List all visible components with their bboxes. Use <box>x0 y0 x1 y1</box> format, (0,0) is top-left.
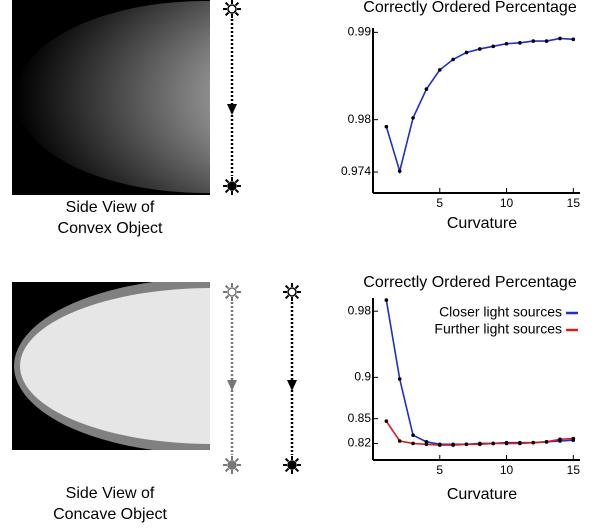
y-tick-label: 0.98 <box>348 303 372 317</box>
x-tick-label: 15 <box>567 196 581 210</box>
y-tick-label: 0.974 <box>341 164 371 178</box>
data-point <box>545 440 549 444</box>
data-point <box>385 419 389 423</box>
data-point <box>491 442 495 446</box>
x-tick-label: 10 <box>500 196 514 210</box>
legend-label: Closer light sources <box>439 304 562 320</box>
data-point <box>411 116 415 120</box>
series-line <box>386 38 573 171</box>
figure: Side View of Convex Object Side View of … <box>0 0 597 529</box>
data-point <box>451 443 455 447</box>
legend-label: Further light sources <box>434 321 562 337</box>
data-point <box>438 68 442 72</box>
data-point <box>491 45 495 49</box>
ray <box>236 459 239 462</box>
x-tick-label: 10 <box>500 463 514 477</box>
caption: Convex Object <box>58 220 163 237</box>
ray <box>236 180 239 183</box>
ray <box>226 459 229 462</box>
data-point <box>398 439 402 443</box>
ray <box>226 180 229 183</box>
data-point <box>518 442 522 446</box>
y-tick-label: 0.85 <box>348 411 372 425</box>
ray <box>236 286 239 289</box>
data-point <box>465 442 469 446</box>
ray <box>296 459 299 462</box>
data-point <box>385 298 389 302</box>
light-sources <box>223 0 301 474</box>
x-axis-label: Curvature <box>447 215 517 232</box>
ray <box>226 296 229 299</box>
data-point <box>558 37 562 41</box>
data-point <box>398 169 402 173</box>
ray <box>226 13 229 16</box>
data-point <box>478 442 482 446</box>
y-tick-label: 0.99 <box>348 25 372 39</box>
y-tick-label: 0.98 <box>348 112 372 126</box>
data-point <box>531 39 535 43</box>
caption: Side View of <box>66 199 155 216</box>
data-point <box>572 38 576 42</box>
x-tick-label: 15 <box>567 463 581 477</box>
source <box>228 288 236 296</box>
source <box>288 461 296 469</box>
data-point <box>505 442 509 446</box>
ray <box>236 3 239 6</box>
arrowhead <box>287 380 297 391</box>
ray <box>286 296 289 299</box>
caption: Side View of <box>66 485 155 502</box>
y-tick-label: 0.9 <box>354 370 371 384</box>
chart-title: Correctly Ordered Percentage <box>363 274 577 291</box>
x-tick-label: 5 <box>436 196 443 210</box>
ray <box>286 286 289 289</box>
source <box>228 461 236 469</box>
ray <box>296 296 299 299</box>
data-point <box>385 125 389 129</box>
ray <box>226 286 229 289</box>
arrowhead <box>227 104 237 115</box>
source <box>228 5 236 13</box>
x-axis-label: Curvature <box>447 486 517 503</box>
data-point <box>465 51 469 55</box>
data-point <box>505 42 509 46</box>
ray <box>236 190 239 193</box>
data-point <box>425 442 429 446</box>
convex-image <box>12 0 395 195</box>
caption: Concave Object <box>53 506 167 523</box>
data-point <box>411 433 415 437</box>
ray <box>236 469 239 472</box>
data-point <box>451 58 455 62</box>
ray <box>286 469 289 472</box>
data-point <box>518 41 522 45</box>
ray <box>226 3 229 6</box>
data-point <box>398 377 402 381</box>
data-point <box>411 442 415 446</box>
source <box>288 288 296 296</box>
x-tick-label: 5 <box>436 463 443 477</box>
data-point <box>572 437 576 441</box>
data-point <box>558 438 562 442</box>
ray <box>296 469 299 472</box>
data-point <box>531 441 535 445</box>
source <box>228 182 236 190</box>
chart-title: Correctly Ordered Percentage <box>363 0 577 16</box>
ray <box>286 459 289 462</box>
data-point <box>438 443 442 447</box>
ray <box>226 190 229 193</box>
data-point <box>425 87 429 91</box>
arrowhead <box>227 380 237 391</box>
ray <box>236 296 239 299</box>
ray <box>236 13 239 16</box>
ray <box>296 286 299 289</box>
data-point <box>478 47 482 51</box>
ray <box>226 469 229 472</box>
y-tick-label: 0.82 <box>348 436 372 450</box>
data-point <box>545 39 549 43</box>
